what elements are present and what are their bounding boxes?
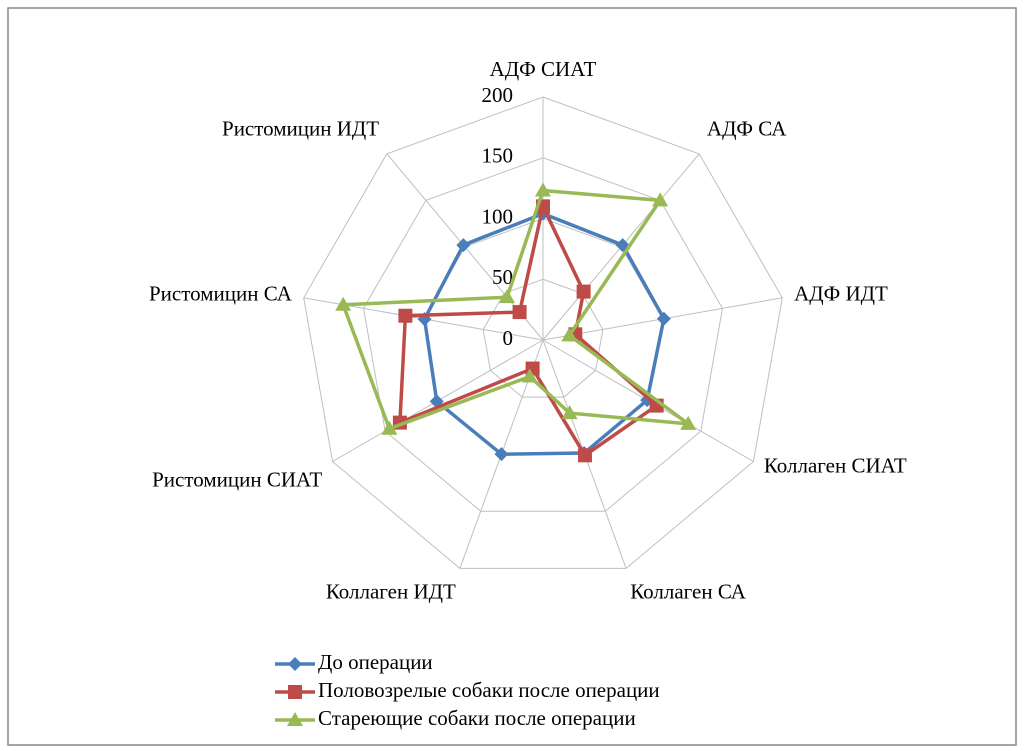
legend-marker — [287, 712, 303, 726]
data-point — [494, 447, 509, 462]
data-point — [521, 368, 538, 383]
legend-marker — [288, 657, 302, 671]
data-point — [577, 448, 592, 463]
data-point — [656, 311, 671, 326]
data-point — [680, 415, 697, 430]
data-point — [561, 327, 578, 342]
series-line — [422, 211, 666, 456]
r-tick-label: 150 — [482, 144, 514, 168]
category-label: Коллаген СА — [630, 579, 747, 603]
series-line — [340, 188, 695, 431]
data-point — [652, 192, 669, 207]
grid-ring — [303, 96, 783, 569]
grid-ring — [362, 157, 724, 512]
data-point — [512, 305, 527, 320]
legend-label: Половозрелые собаки после операции — [318, 678, 660, 702]
data-point — [561, 405, 578, 420]
data-point — [456, 238, 471, 253]
category-label: Ристомицин СА — [149, 282, 293, 306]
legend-label: До операции — [318, 650, 433, 674]
data-point — [335, 296, 352, 311]
data-point — [535, 182, 551, 197]
category-label: АДФ СИАТ — [490, 57, 597, 81]
category-label: Ристомицин СИАТ — [152, 467, 322, 491]
category-label: АДФ СА — [707, 116, 787, 140]
r-tick-label: 200 — [482, 83, 514, 107]
r-tick-label: 100 — [482, 204, 514, 228]
legend-marker — [288, 685, 302, 699]
data-point — [381, 420, 398, 435]
data-point — [398, 308, 413, 323]
data-point — [499, 289, 516, 304]
legend-label: Стареющие собаки после операции — [318, 706, 636, 730]
r-tick-label: 50 — [492, 265, 513, 289]
data-point — [576, 284, 591, 299]
category-label: Коллаген ИДТ — [326, 579, 456, 603]
category-label: Ристомицин ИДТ — [222, 116, 379, 140]
category-label: АДФ ИДТ — [794, 282, 888, 306]
r-tick-label: 0 — [503, 326, 514, 350]
series-line — [398, 201, 660, 458]
category-label: Коллаген СИАТ — [764, 453, 907, 477]
